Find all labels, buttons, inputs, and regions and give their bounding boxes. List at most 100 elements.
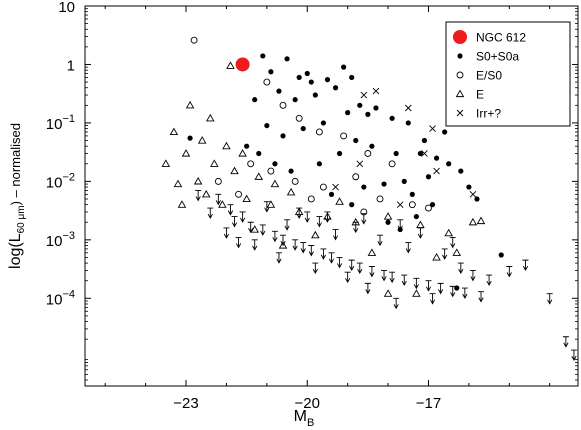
data-point — [307, 195, 315, 203]
data-point — [259, 224, 266, 236]
series-upper-limit — [195, 189, 577, 362]
data-point — [401, 274, 408, 286]
data-point — [393, 297, 400, 310]
data-point — [263, 201, 270, 213]
y-axis-label-subscript: 60 μm — [16, 205, 27, 233]
data-point — [364, 150, 372, 157]
data-point — [385, 219, 391, 225]
data-point — [425, 174, 432, 180]
legend-marker — [456, 109, 464, 117]
data-point — [360, 91, 368, 99]
data-point — [279, 101, 287, 109]
data-point — [332, 229, 339, 241]
data-point — [393, 150, 399, 157]
data-point — [231, 216, 238, 228]
x-axis-label-subscript: B — [307, 417, 314, 429]
highlight-point-ngc-612 — [235, 57, 250, 72]
data-point — [312, 262, 319, 275]
data-point — [296, 74, 302, 81]
data-point — [444, 228, 453, 237]
data-point — [352, 221, 359, 234]
data-point — [295, 114, 303, 122]
data-point — [476, 216, 486, 225]
data-point — [409, 191, 415, 197]
data-point — [173, 179, 183, 188]
axes: −23 −20 −17 10 1 10−1 10−2 10−3 10−4 — [46, 0, 579, 412]
data-point — [267, 167, 275, 175]
data-point — [498, 252, 504, 258]
legend-marker — [456, 71, 464, 79]
data-point — [364, 282, 371, 295]
series-e-s0 — [190, 36, 432, 216]
data-point — [356, 160, 364, 168]
y-tick-label: 10 — [58, 0, 75, 16]
data-point — [304, 70, 310, 77]
data-point — [413, 213, 419, 220]
data-point — [417, 150, 424, 157]
data-point — [210, 159, 219, 167]
data-point — [239, 211, 246, 223]
data-point — [381, 269, 388, 282]
series-e — [161, 61, 486, 297]
data-point — [397, 219, 404, 231]
data-point — [469, 191, 477, 198]
data-point — [486, 274, 493, 286]
y-tick-label: 10−2 — [46, 171, 75, 191]
data-point — [389, 115, 395, 121]
y-tick-label: 1 — [67, 57, 75, 74]
data-point — [433, 155, 440, 161]
data-point — [381, 181, 387, 187]
legend-label: E — [476, 88, 484, 102]
data-point — [570, 349, 577, 362]
data-point — [396, 201, 404, 208]
data-point — [461, 287, 468, 299]
data-point — [388, 160, 396, 168]
data-point — [197, 136, 207, 144]
data-point — [187, 135, 193, 141]
legend-box — [445, 21, 571, 127]
data-point — [284, 219, 291, 231]
data-point — [522, 259, 529, 272]
data-point — [383, 212, 393, 220]
data-point — [437, 282, 444, 295]
data-point — [181, 149, 191, 157]
legend-label: NGC 612 — [476, 31, 526, 45]
series-irr- — [332, 87, 477, 208]
data-point — [442, 129, 448, 135]
data-point — [328, 191, 335, 197]
data-point — [315, 128, 323, 136]
data-point — [242, 194, 251, 203]
data-point — [270, 179, 280, 188]
data-point — [264, 122, 270, 129]
data-point — [311, 230, 320, 239]
data-point — [218, 200, 227, 208]
data-point — [383, 289, 393, 297]
x-tick-label: −20 — [295, 395, 320, 412]
data-point — [449, 236, 456, 249]
data-point — [562, 336, 569, 348]
data-point — [425, 280, 432, 292]
data-point — [349, 202, 355, 208]
legend-marker — [455, 89, 465, 98]
legend-marker — [453, 30, 467, 44]
data-point — [373, 105, 379, 111]
data-point — [336, 256, 343, 269]
data-point — [227, 204, 234, 216]
data-point — [201, 189, 211, 198]
legend-label: Irr+? — [476, 107, 501, 121]
data-point — [429, 125, 436, 132]
data-point — [280, 133, 286, 139]
data-point — [288, 168, 294, 174]
data-point — [304, 211, 311, 223]
data-point — [432, 253, 441, 261]
data-point — [320, 248, 327, 260]
data-point — [468, 217, 478, 226]
data-point — [367, 248, 377, 256]
data-point — [348, 259, 355, 272]
data-point — [238, 149, 247, 157]
data-point — [247, 221, 254, 234]
data-point — [244, 143, 250, 149]
data-point — [223, 227, 230, 239]
data-point — [421, 137, 428, 144]
data-point — [284, 56, 290, 62]
